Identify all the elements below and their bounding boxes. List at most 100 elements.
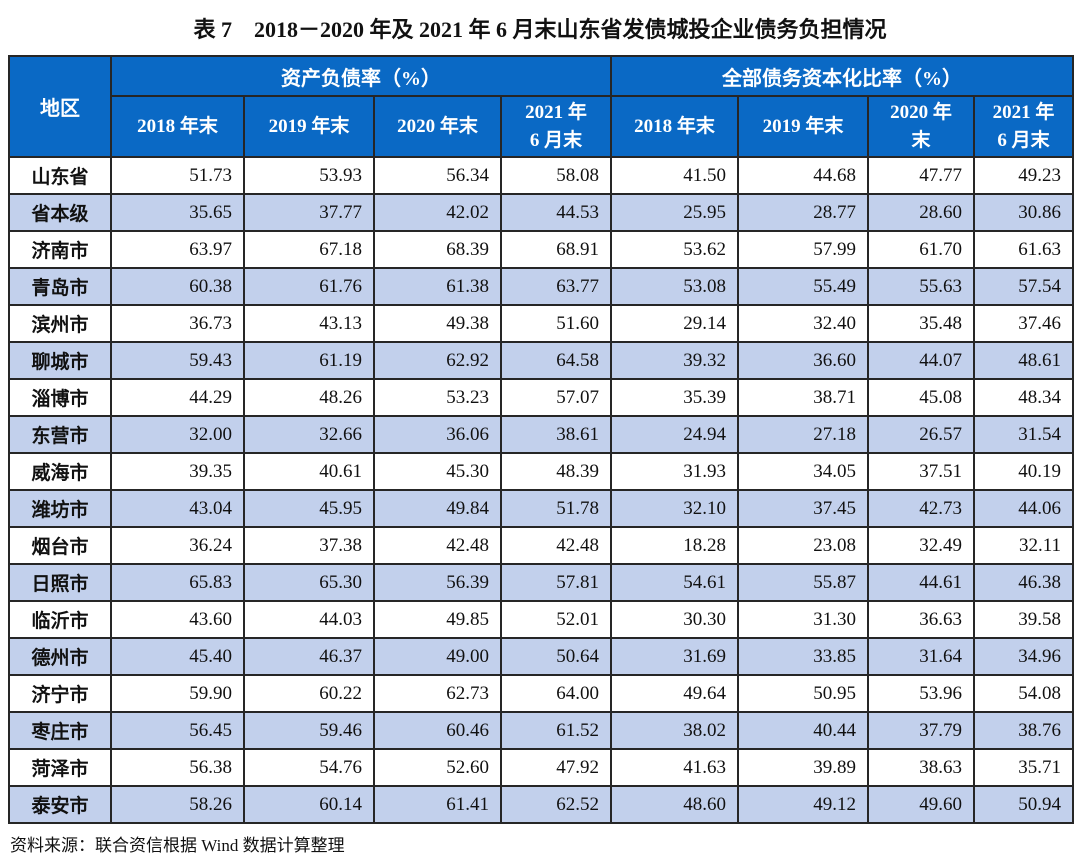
header-subcolumn-row: 2018 年末 2019 年末 2020 年末 2021 年 6 月末 2018 年末 2… [9,95,1074,158]
value-cell: 56.45 [110,711,245,750]
table-row: 烟台市 36.24 37.38 42.48 42.48 18.28 23.08 32.49 32… [8,526,1074,565]
value-cell: 60.22 [243,674,375,713]
source-note: 资料来源：联合资信根据 Wind 数据计算整理 [10,836,345,855]
value-cell: 30.30 [610,600,739,639]
value-cell: 42.48 [500,526,612,565]
value-cell: 36.63 [867,600,975,639]
value-cell: 38.63 [867,748,975,787]
region-cell: 山东省 [8,156,112,195]
value-cell: 59.43 [110,341,245,380]
value-cell: 30.86 [973,193,1074,232]
value-cell: 58.26 [110,785,245,824]
region-cell: 滨州市 [8,304,112,343]
value-cell: 23.08 [737,526,869,565]
table-row: 威海市 39.35 40.61 45.30 48.39 31.93 34.05 37.51 40… [8,452,1074,491]
header-group-row: 地区 资产负债率（%） 全部债务资本化比率（%） [8,55,1074,158]
value-cell: 49.60 [867,785,975,824]
value-cell: 62.92 [373,341,502,380]
value-cell: 31.54 [973,415,1074,454]
value-cell: 44.06 [973,489,1074,528]
value-cell: 58.08 [500,156,612,195]
value-cell: 27.18 [737,415,869,454]
value-cell: 41.50 [610,156,739,195]
value-cell: 39.89 [737,748,869,787]
region-cell: 省本级 [8,193,112,232]
value-cell: 44.68 [737,156,869,195]
value-cell: 54.08 [973,674,1074,713]
subcolumn-header: 2020 年 末 [867,95,975,158]
subcolumn-header: 2021 年 6 月末 [973,95,1074,158]
value-cell: 38.02 [610,711,739,750]
value-cell: 65.30 [243,563,375,602]
table-row: 日照市 65.83 65.30 56.39 57.81 54.61 55.87 44.61 46… [8,563,1074,602]
value-cell: 31.69 [610,637,739,676]
value-cell: 37.38 [243,526,375,565]
value-cell: 49.23 [973,156,1074,195]
value-cell: 56.34 [373,156,502,195]
value-cell: 48.61 [973,341,1074,380]
value-cell: 55.87 [737,563,869,602]
value-cell: 50.64 [500,637,612,676]
table-row: 青岛市 60.38 61.76 61.38 63.77 53.08 55.49 55.63 57… [8,267,1074,306]
region-cell: 菏泽市 [8,748,112,787]
value-cell: 26.57 [867,415,975,454]
value-cell: 48.26 [243,378,375,417]
value-cell: 49.85 [373,600,502,639]
value-cell: 34.05 [737,452,869,491]
value-cell: 55.49 [737,267,869,306]
value-cell: 35.39 [610,378,739,417]
value-cell: 37.46 [973,304,1074,343]
value-cell: 37.77 [243,193,375,232]
value-cell: 68.91 [500,230,612,269]
value-cell: 53.93 [243,156,375,195]
value-cell: 39.32 [610,341,739,380]
value-cell: 28.77 [737,193,869,232]
table-title: 表 7 2018－2020 年及 2021 年 6 月末山东省发债城投企业债务负… [193,17,887,42]
value-cell: 47.77 [867,156,975,195]
value-cell: 32.40 [737,304,869,343]
value-cell: 38.76 [973,711,1074,750]
value-cell: 61.38 [373,267,502,306]
value-cell: 42.73 [867,489,975,528]
region-cell: 临沂市 [8,600,112,639]
value-cell: 37.45 [737,489,869,528]
value-cell: 59.90 [110,674,245,713]
value-cell: 32.10 [610,489,739,528]
value-cell: 59.46 [243,711,375,750]
value-cell: 57.81 [500,563,612,602]
value-cell: 44.29 [110,378,245,417]
value-cell: 51.60 [500,304,612,343]
region-cell: 枣庄市 [8,711,112,750]
value-cell: 31.30 [737,600,869,639]
region-cell: 聊城市 [8,341,112,380]
value-cell: 35.48 [867,304,975,343]
value-cell: 57.07 [500,378,612,417]
value-cell: 40.61 [243,452,375,491]
value-cell: 49.38 [373,304,502,343]
table-row: 德州市 45.40 46.37 49.00 50.64 31.69 33.85 31.64 34… [8,637,1074,676]
table-row: 临沂市 43.60 44.03 49.85 52.01 30.30 31.30 36.63 39… [8,600,1074,639]
value-cell: 62.73 [373,674,502,713]
value-cell: 40.19 [973,452,1074,491]
table-row: 聊城市 59.43 61.19 62.92 64.58 39.32 36.60 44.07 48… [8,341,1074,380]
value-cell: 45.30 [373,452,502,491]
table-row: 济宁市 59.90 60.22 62.73 64.00 49.64 50.95 53.96 54… [8,674,1074,713]
value-cell: 35.65 [110,193,245,232]
value-cell: 52.01 [500,600,612,639]
table-row: 济南市 63.97 67.18 68.39 68.91 53.62 57.99 61.70 61… [8,230,1074,269]
value-cell: 29.14 [610,304,739,343]
value-cell: 53.08 [610,267,739,306]
value-cell: 53.62 [610,230,739,269]
value-cell: 37.79 [867,711,975,750]
value-cell: 44.07 [867,341,975,380]
subcolumn-header: 2019 年末 [243,95,375,158]
value-cell: 61.19 [243,341,375,380]
value-cell: 55.63 [867,267,975,306]
group-header-asset-liability-ratio: 资产负债率（%） [110,55,612,97]
table-row: 泰安市 58.26 60.14 61.41 62.52 48.60 49.12 49.60 50… [8,785,1074,824]
region-cell: 济南市 [8,230,112,269]
value-cell: 43.04 [110,489,245,528]
subcolumn-header: 2019 年末 [737,95,869,158]
value-cell: 36.60 [737,341,869,380]
value-cell: 47.92 [500,748,612,787]
